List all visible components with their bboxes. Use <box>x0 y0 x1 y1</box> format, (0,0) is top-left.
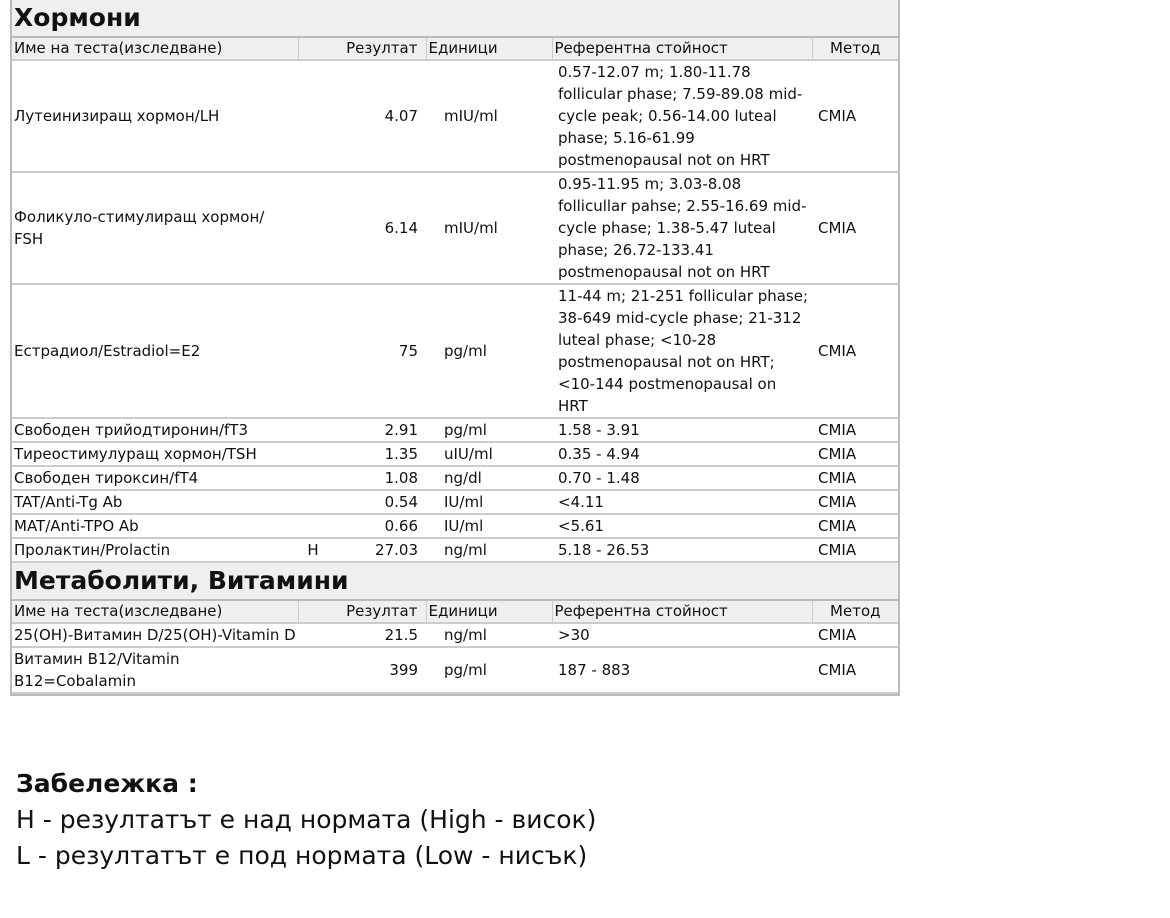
header-units: Единици <box>426 600 553 624</box>
test-name: Лутеинизиращ хормон/LH <box>12 60 298 173</box>
result-value: 4.07 <box>328 60 426 173</box>
result-value: 0.54 <box>328 490 426 515</box>
method: CMIA <box>812 442 899 467</box>
column-header-row: Име на теста(изследване) Резултат Единици Р… <box>12 600 899 624</box>
note-title: Забележка : <box>16 769 198 798</box>
results-table-container: Хормони Име на теста(изследване) Резултат Е… <box>10 0 900 696</box>
reference-range: 11-44 m; 21-251 follicular phase; 38-649… <box>552 284 812 419</box>
table-row: Лутеинизиращ хормон/LH 4.07 mIU/ml 0.57-12… <box>12 60 899 173</box>
table-row: Свободен трийодтиронин/fT3 2.91 pg/ml 1.58 … <box>12 418 899 443</box>
method: CMIA <box>812 172 899 285</box>
test-name: MAT/Anti-TPO Ab <box>12 514 298 539</box>
reference-range: 0.70 - 1.48 <box>552 466 812 491</box>
result-value: 1.08 <box>328 466 426 491</box>
result-value: 1.35 <box>328 442 426 467</box>
test-name: 25(OH)-Витамин D/25(OH)-Vitamin D <box>12 623 298 648</box>
result-value: 399 <box>328 647 426 694</box>
reference-range: <4.11 <box>552 490 812 515</box>
units: pg/ml <box>426 284 552 419</box>
header-name: Име на теста(изследване) <box>12 600 299 624</box>
reference-range: 187 - 883 <box>552 647 812 694</box>
column-header-row: Име на теста(изследване) Резултат Единици Р… <box>12 37 899 61</box>
test-name: Витамин B12/Vitamin B12=Cobalamin <box>12 647 298 694</box>
units: ng/dl <box>426 466 552 491</box>
flag <box>298 60 328 173</box>
test-name: Свободен трийодтиронин/fT3 <box>12 418 298 443</box>
units: uIU/ml <box>426 442 552 467</box>
flag: H <box>298 538 328 563</box>
units: pg/ml <box>426 418 552 443</box>
flag <box>298 623 328 648</box>
method: CMIA <box>812 538 899 563</box>
method: CMIA <box>812 466 899 491</box>
units: pg/ml <box>426 647 552 694</box>
reference-range: 1.58 - 3.91 <box>552 418 812 443</box>
results-table: Хормони Име на теста(изследване) Резултат Е… <box>12 0 899 694</box>
reference-range: 0.57-12.07 m; 1.80-11.78 follicular phas… <box>552 60 812 173</box>
reference-range: 0.35 - 4.94 <box>552 442 812 467</box>
flag <box>298 466 328 491</box>
method: CMIA <box>812 490 899 515</box>
method: CMIA <box>812 418 899 443</box>
header-method: Метод <box>812 37 899 61</box>
units: mIU/ml <box>426 60 552 173</box>
note-line-low: L - резултатът е под нормата (Low - нисъ… <box>16 841 588 870</box>
header-method: Метод <box>812 600 899 624</box>
table-row: Тиреостимулуращ хормон/TSH 1.35 uIU/ml 0.35… <box>12 442 899 467</box>
units: ng/ml <box>426 538 552 563</box>
flag <box>298 284 328 419</box>
result-value: 0.66 <box>328 514 426 539</box>
test-name: Фоликуло-стимулиращ хормон/ FSH <box>12 172 298 285</box>
section-title: Метаболити, Витамини <box>12 562 899 601</box>
table-row: Естрадиол/Estradiol=E2 75 pg/ml 11-44 m; 2… <box>12 284 899 419</box>
section-title: Хормони <box>12 0 899 38</box>
test-name: Естрадиол/Estradiol=E2 <box>12 284 298 419</box>
reference-range: 5.18 - 26.53 <box>552 538 812 563</box>
result-value: 2.91 <box>328 418 426 443</box>
header-name: Име на теста(изследване) <box>12 37 299 61</box>
header-units: Единици <box>426 37 553 61</box>
section-title-row: Метаболити, Витамини <box>12 562 899 601</box>
method: CMIA <box>812 514 899 539</box>
table-row: Пролактин/Prolactin H 27.03 ng/ml 5.18 - 26.… <box>12 538 899 563</box>
units: IU/ml <box>426 514 552 539</box>
method: CMIA <box>812 647 899 694</box>
flag <box>298 514 328 539</box>
header-result: Резултат <box>298 600 427 624</box>
note-line-high: H - резултатът е над нормата (High - вис… <box>16 805 597 834</box>
reference-range: 0.95-11.95 m; 3.03-8.08 follicullar pahs… <box>552 172 812 285</box>
section-title-row: Хормони <box>12 0 899 38</box>
method: CMIA <box>812 60 899 173</box>
units: mIU/ml <box>426 172 552 285</box>
table-row: Фоликуло-стимулиращ хормон/ FSH 6.14 mIU/m… <box>12 172 899 285</box>
header-ref: Референтна стойност <box>552 600 813 624</box>
test-name: TAT/Anti-Tg Ab <box>12 490 298 515</box>
flag <box>298 647 328 694</box>
method: CMIA <box>812 623 899 648</box>
table-row: TAT/Anti-Tg Ab 0.54 IU/ml <4.11 CMIA <box>12 490 899 515</box>
header-result: Резултат <box>298 37 427 61</box>
method: CMIA <box>812 284 899 419</box>
flag <box>298 442 328 467</box>
flag <box>298 418 328 443</box>
test-name: Пролактин/Prolactin <box>12 538 298 563</box>
result-value: 6.14 <box>328 172 426 285</box>
note: Забележка : H - резултатът е над нормата… <box>16 766 596 874</box>
units: ng/ml <box>426 623 552 648</box>
table-row: MAT/Anti-TPO Ab 0.66 IU/ml <5.61 CMIA <box>12 514 899 539</box>
result-value: 75 <box>328 284 426 419</box>
units: IU/ml <box>426 490 552 515</box>
flag <box>298 172 328 285</box>
table-row: Витамин B12/Vitamin B12=Cobalamin 399 pg/m… <box>12 647 899 694</box>
flag <box>298 490 328 515</box>
result-value: 21.5 <box>328 623 426 648</box>
table-row: 25(OH)-Витамин D/25(OH)-Vitamin D 21.5 ng/… <box>12 623 899 648</box>
header-ref: Референтна стойност <box>552 37 813 61</box>
reference-range: <5.61 <box>552 514 812 539</box>
test-name: Свободен тироксин/fT4 <box>12 466 298 491</box>
reference-range: >30 <box>552 623 812 648</box>
result-value: 27.03 <box>328 538 426 563</box>
table-row: Свободен тироксин/fT4 1.08 ng/dl 0.70 - 1.4… <box>12 466 899 491</box>
test-name: Тиреостимулуращ хормон/TSH <box>12 442 298 467</box>
